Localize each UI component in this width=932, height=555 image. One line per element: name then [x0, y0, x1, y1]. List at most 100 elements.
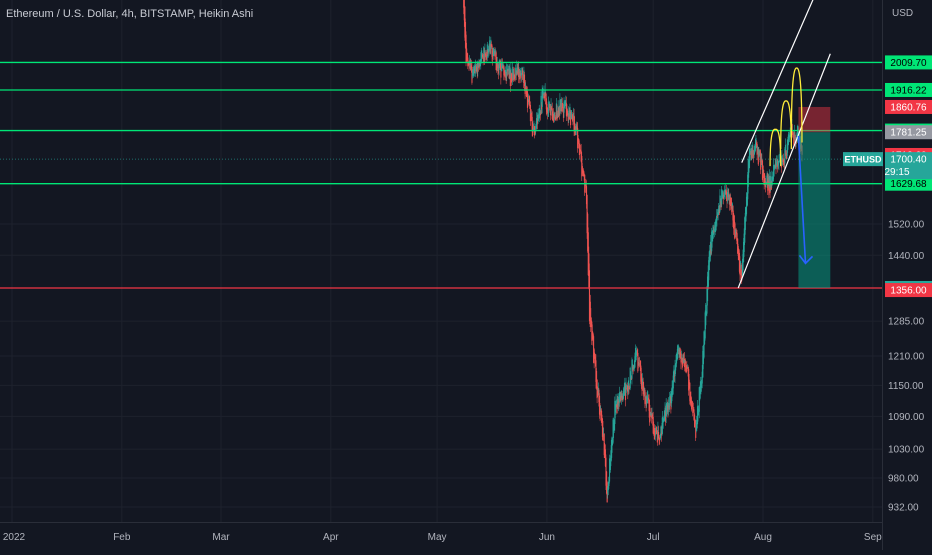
- candle: [536, 112, 538, 126]
- candle: [508, 69, 510, 79]
- candle: [734, 222, 736, 239]
- candle: [512, 66, 514, 80]
- candle: [509, 70, 511, 87]
- candle: [464, 21, 467, 48]
- y-tick-label: 1150.00: [888, 381, 924, 392]
- candle: [783, 160, 785, 165]
- candle: [533, 122, 535, 130]
- x-tick-label: Jun: [539, 532, 555, 543]
- candle: [493, 51, 495, 53]
- candle: [631, 359, 633, 379]
- candle: [725, 191, 727, 195]
- candle: [773, 165, 775, 176]
- candle: [729, 194, 731, 200]
- candle: [781, 157, 784, 160]
- candle: [781, 155, 783, 165]
- candle: [608, 477, 610, 487]
- candle: [600, 409, 602, 421]
- candle: [653, 427, 655, 440]
- candle: [529, 101, 531, 109]
- candle: [776, 160, 778, 164]
- candle: [496, 61, 498, 70]
- candle: [797, 130, 799, 137]
- candle: [570, 112, 572, 119]
- candle: [662, 419, 664, 423]
- candle: [792, 130, 794, 135]
- candle: [619, 392, 621, 403]
- candle: [740, 264, 742, 280]
- candle: [611, 437, 613, 453]
- candle: [480, 50, 482, 62]
- candle: [543, 92, 545, 95]
- candle: [576, 126, 578, 130]
- candle: [638, 363, 640, 365]
- candle: [675, 355, 677, 367]
- candle: [523, 70, 525, 79]
- candle: [497, 66, 500, 74]
- candle: [721, 189, 723, 205]
- candle: [494, 51, 496, 57]
- candle: [497, 64, 499, 69]
- candle: [506, 70, 508, 72]
- candle: [797, 129, 800, 134]
- candle: [692, 408, 694, 410]
- candle: [664, 407, 666, 416]
- candle: [714, 228, 716, 232]
- candle: [654, 433, 656, 436]
- candle: [552, 113, 554, 115]
- candle: [702, 350, 704, 378]
- candle: [637, 352, 639, 372]
- candle: [655, 427, 657, 435]
- candle: [590, 317, 592, 326]
- grid: [0, 0, 882, 522]
- candle: [482, 56, 484, 60]
- candle: [594, 356, 596, 364]
- candle: [667, 405, 669, 413]
- candle: [753, 150, 755, 155]
- candle: [595, 360, 597, 382]
- candle: [538, 107, 540, 118]
- candle: [627, 380, 629, 392]
- candle: [634, 347, 637, 362]
- candle: [696, 423, 698, 425]
- candle: [789, 135, 791, 138]
- candle: [768, 180, 770, 195]
- candle: [779, 160, 781, 162]
- y-tick-label: 1030.00: [888, 445, 925, 456]
- price-axis: [882, 0, 932, 550]
- candle: [787, 140, 789, 150]
- candle: [516, 67, 518, 75]
- candle: [793, 132, 795, 145]
- candle: [491, 45, 493, 57]
- candle: [645, 396, 647, 406]
- candle: [722, 193, 724, 197]
- candle: [552, 114, 555, 122]
- candle: [754, 144, 756, 151]
- forecast-arrow-head: [798, 254, 814, 265]
- candle: [640, 365, 642, 382]
- candle: [622, 393, 624, 399]
- level-badge: [885, 82, 932, 97]
- candle: [777, 161, 779, 166]
- candle: [763, 169, 765, 178]
- candle: [661, 422, 663, 434]
- level-badge: [885, 55, 932, 70]
- candle: [484, 50, 486, 58]
- candle: [701, 379, 703, 388]
- candle: [722, 194, 725, 199]
- candle: [522, 70, 524, 80]
- candle: [501, 63, 503, 67]
- candle: [684, 360, 686, 363]
- candle: [665, 404, 667, 417]
- candle: [463, 0, 465, 21]
- candle: [486, 44, 488, 58]
- candle: [697, 408, 699, 416]
- x-tick-label: Mar: [212, 532, 230, 543]
- candle: [548, 101, 550, 111]
- candle: [499, 63, 501, 65]
- candle: [655, 431, 657, 433]
- candle: [761, 160, 764, 180]
- candle: [558, 111, 560, 113]
